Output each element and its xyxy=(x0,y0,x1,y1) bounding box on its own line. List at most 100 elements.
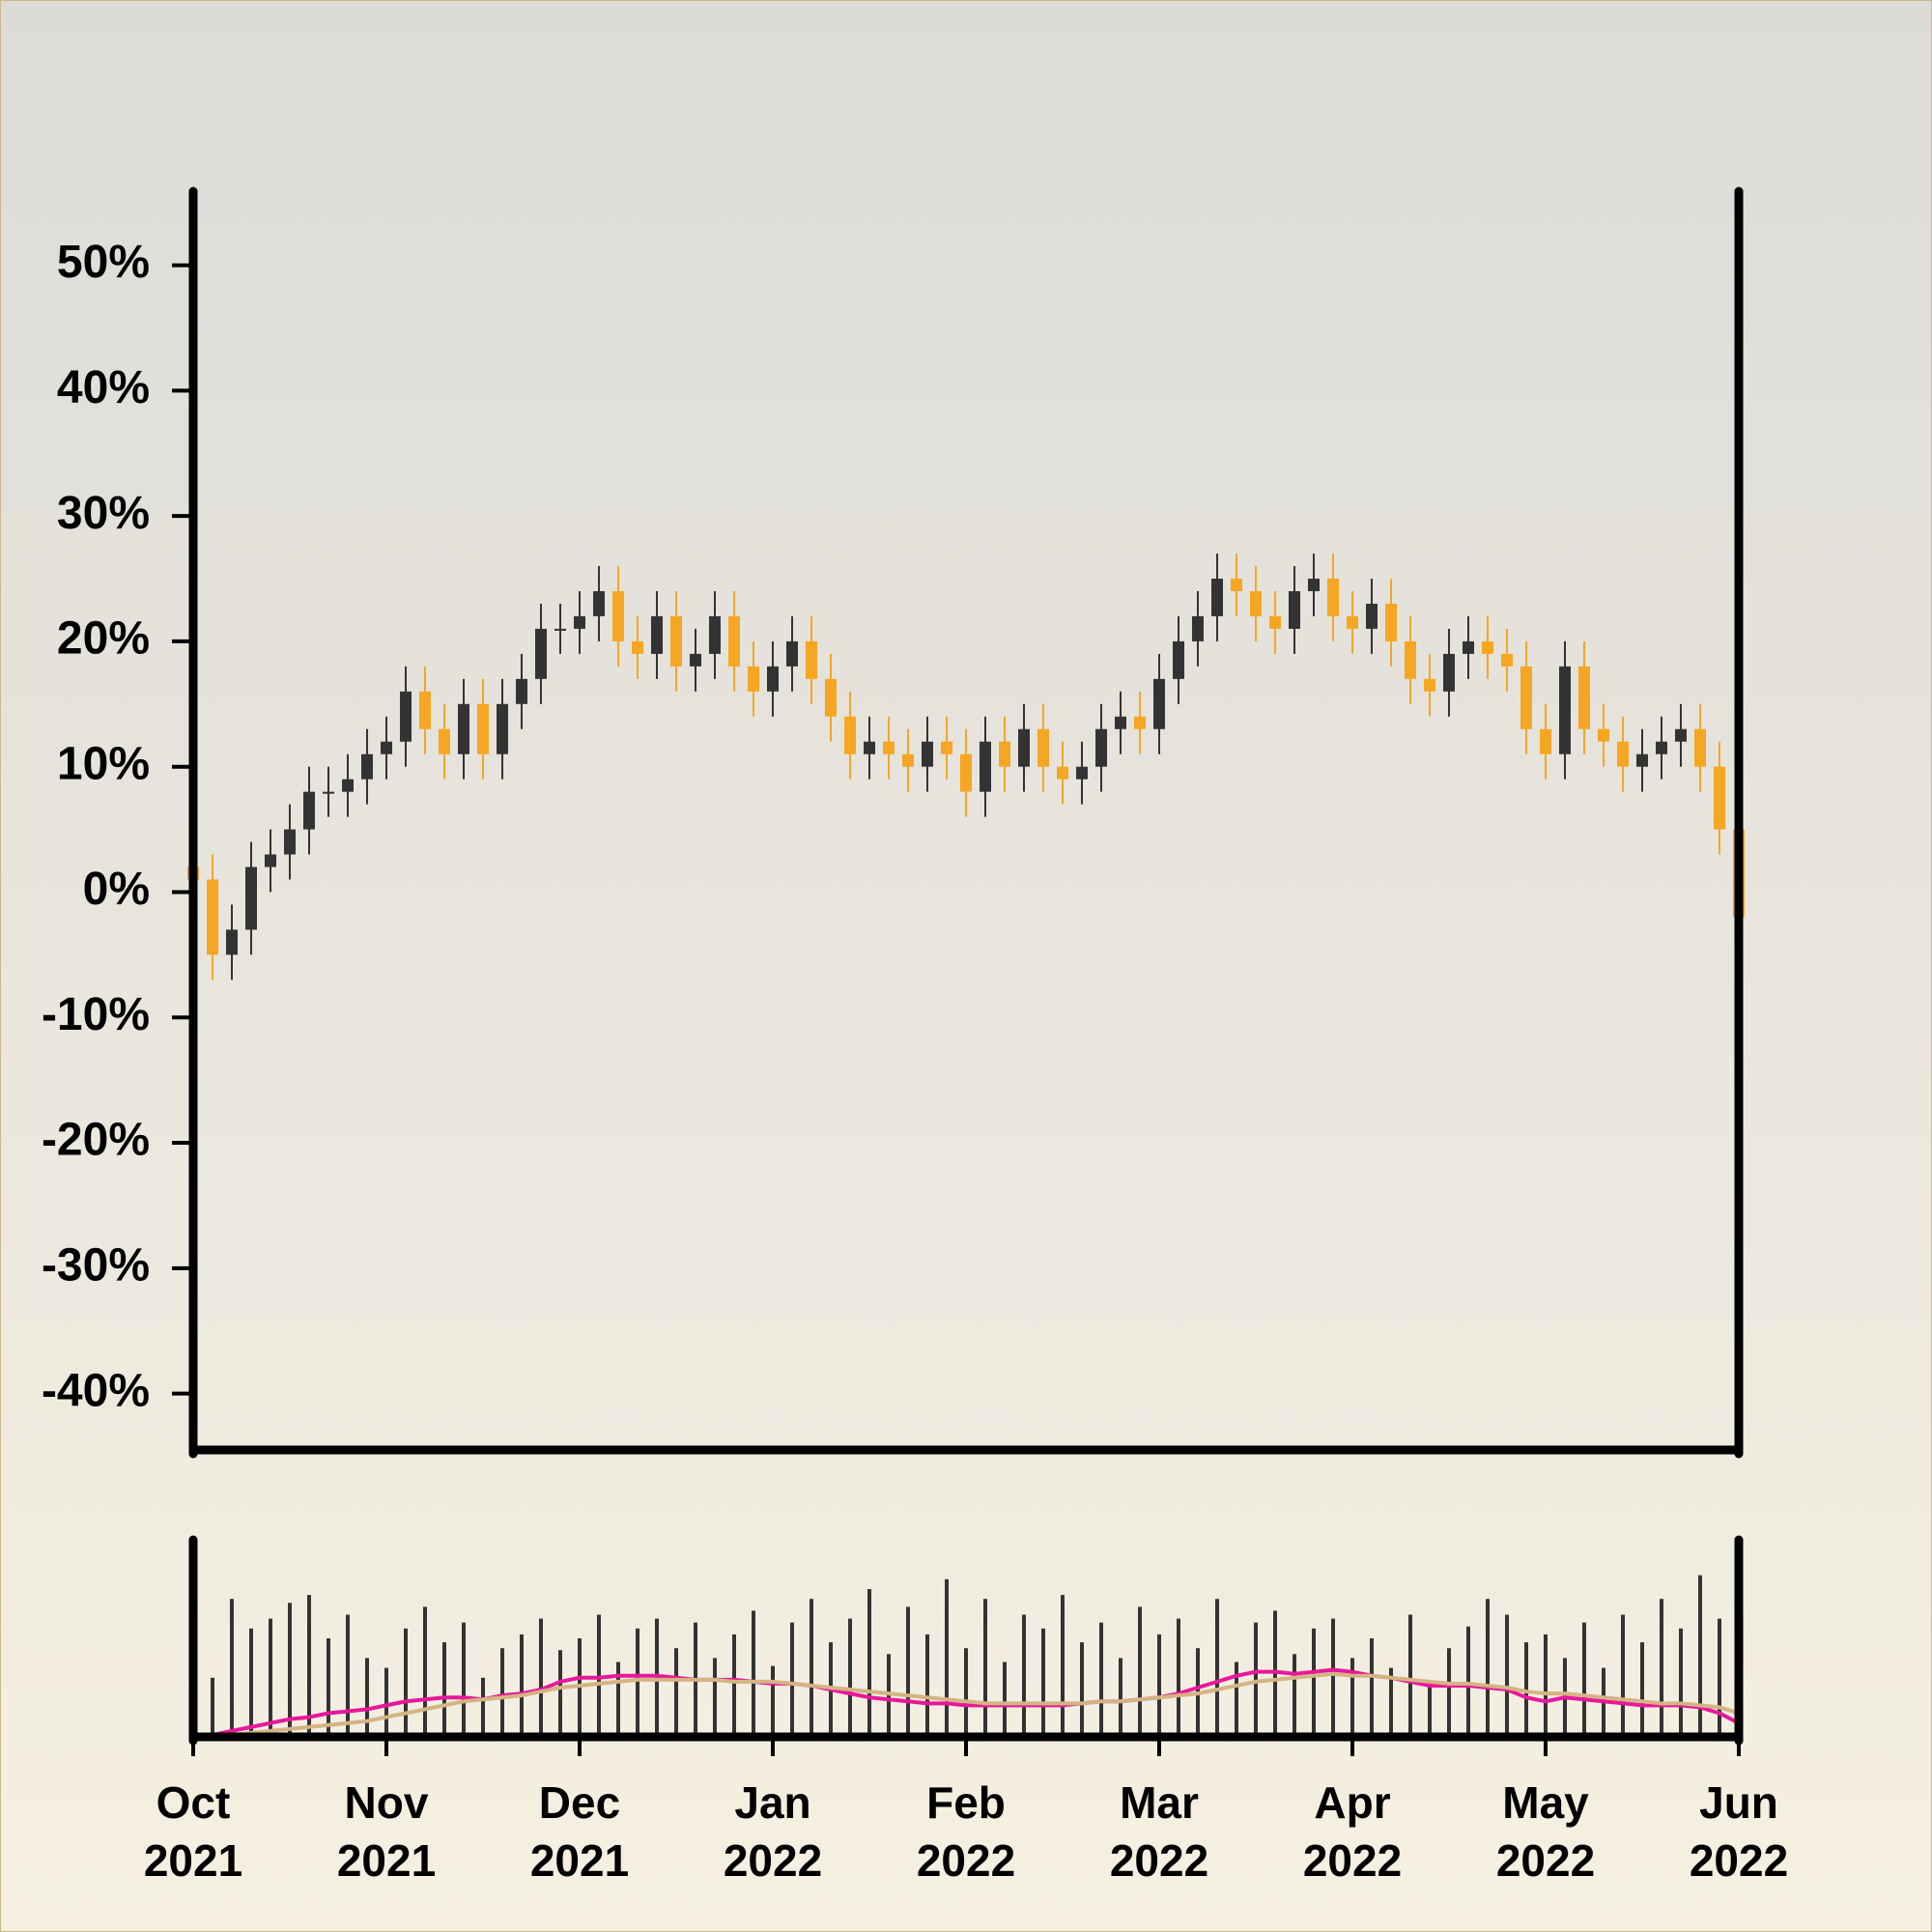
volume-bar xyxy=(578,1638,582,1737)
candle-body xyxy=(980,741,991,792)
volume-bar xyxy=(1061,1595,1065,1737)
candle-body xyxy=(1327,579,1339,616)
candle-body xyxy=(207,879,218,955)
candle-body xyxy=(1347,615,1358,629)
candle-body xyxy=(1173,640,1184,679)
volume-bar xyxy=(1505,1614,1509,1737)
volume-bar xyxy=(1389,1667,1393,1737)
candle-body xyxy=(1675,728,1687,742)
candle-body xyxy=(1134,716,1146,729)
volume-bar xyxy=(1544,1634,1548,1737)
volume-bar xyxy=(269,1618,272,1737)
candle-body xyxy=(1405,640,1416,679)
candle-body xyxy=(439,728,450,754)
volume-bar xyxy=(500,1648,504,1737)
candle-body xyxy=(612,591,624,641)
volume-bar xyxy=(1254,1622,1258,1737)
volume-bar xyxy=(1331,1618,1335,1737)
moving-average-line xyxy=(192,1667,1740,1739)
volume-bar xyxy=(1698,1575,1702,1737)
volume-bar xyxy=(636,1628,639,1737)
candle-body xyxy=(844,716,856,754)
candle-body xyxy=(1482,640,1493,654)
volume-bar xyxy=(404,1628,408,1737)
candle-body xyxy=(1018,728,1030,767)
volume-bar xyxy=(1138,1606,1142,1737)
candle-body xyxy=(1211,579,1223,616)
volume-bar xyxy=(1718,1618,1721,1737)
volume-bar xyxy=(790,1622,794,1737)
volume-bar xyxy=(1119,1658,1122,1737)
y-tick-label: -40% xyxy=(42,1365,150,1416)
candle-body xyxy=(1250,591,1262,616)
volume-bar xyxy=(1679,1628,1683,1737)
candle-body xyxy=(1694,728,1706,767)
volume-bar xyxy=(442,1642,446,1737)
volume-bar xyxy=(1235,1662,1238,1737)
candle-body xyxy=(1656,741,1667,754)
volume-bar xyxy=(1312,1628,1316,1737)
candle-body xyxy=(786,640,798,667)
candle-body xyxy=(303,791,315,830)
candle-body xyxy=(1037,728,1049,767)
candle-body xyxy=(323,791,334,794)
x-tick-label: Dec 2021 xyxy=(529,1777,630,1886)
candle-body xyxy=(1269,615,1281,629)
candle-body xyxy=(1636,753,1648,767)
candle-body xyxy=(1153,678,1165,729)
candle-body xyxy=(497,703,508,754)
candle-body xyxy=(864,741,875,754)
candle-body xyxy=(1578,666,1590,729)
volume-bar xyxy=(1293,1654,1296,1737)
volume-bar xyxy=(423,1606,427,1737)
candle-body xyxy=(1424,678,1435,692)
candle-body xyxy=(1714,766,1725,830)
volume-bar xyxy=(288,1603,292,1737)
volume-bar xyxy=(211,1677,214,1737)
candle-body xyxy=(883,741,895,754)
volume-bar xyxy=(539,1618,543,1737)
candle-body xyxy=(1095,728,1107,767)
candle-body xyxy=(1308,579,1320,592)
moving-average-line xyxy=(193,1671,1740,1739)
volume-bar xyxy=(1177,1618,1180,1737)
candle-body xyxy=(535,628,547,679)
candle-body xyxy=(670,615,682,667)
volume-bar xyxy=(771,1665,775,1737)
x-tick-label: Jun 2022 xyxy=(1689,1777,1789,1886)
candle-body xyxy=(1231,579,1242,592)
volume-bar xyxy=(1466,1626,1470,1737)
candle-body xyxy=(361,753,373,780)
volume-bar xyxy=(1022,1614,1026,1737)
volume-bar xyxy=(1408,1614,1412,1737)
volume-bar xyxy=(1273,1610,1277,1737)
x-tick-label: Mar 2022 xyxy=(1109,1777,1209,1886)
y-tick-label: 40% xyxy=(57,362,150,413)
volume-bar xyxy=(327,1638,330,1737)
x-tick-label: Oct 2021 xyxy=(143,1777,243,1886)
candle-body xyxy=(400,691,412,742)
volume-bar xyxy=(307,1595,311,1737)
volume-bar xyxy=(520,1634,524,1737)
candle-body xyxy=(1366,603,1378,629)
candle-body xyxy=(574,615,585,629)
candle-body xyxy=(922,741,933,767)
y-tick-label: 30% xyxy=(57,488,150,539)
x-tick-label: May 2022 xyxy=(1495,1777,1596,1886)
x-tick-label: Apr 2022 xyxy=(1302,1777,1403,1886)
volume-bar xyxy=(1660,1599,1663,1737)
volume-bar xyxy=(945,1578,949,1737)
candle-body xyxy=(593,591,605,616)
y-tick-label: 10% xyxy=(57,738,150,789)
candle-body xyxy=(1540,728,1551,754)
volume-bar xyxy=(732,1634,736,1737)
candle-body xyxy=(632,640,643,654)
candle-body xyxy=(999,741,1010,767)
candle-body xyxy=(941,741,952,754)
y-tick-label: -20% xyxy=(42,1115,150,1166)
volume-bar xyxy=(462,1622,466,1737)
volume-bar xyxy=(1621,1614,1625,1737)
candle-body xyxy=(284,829,296,855)
